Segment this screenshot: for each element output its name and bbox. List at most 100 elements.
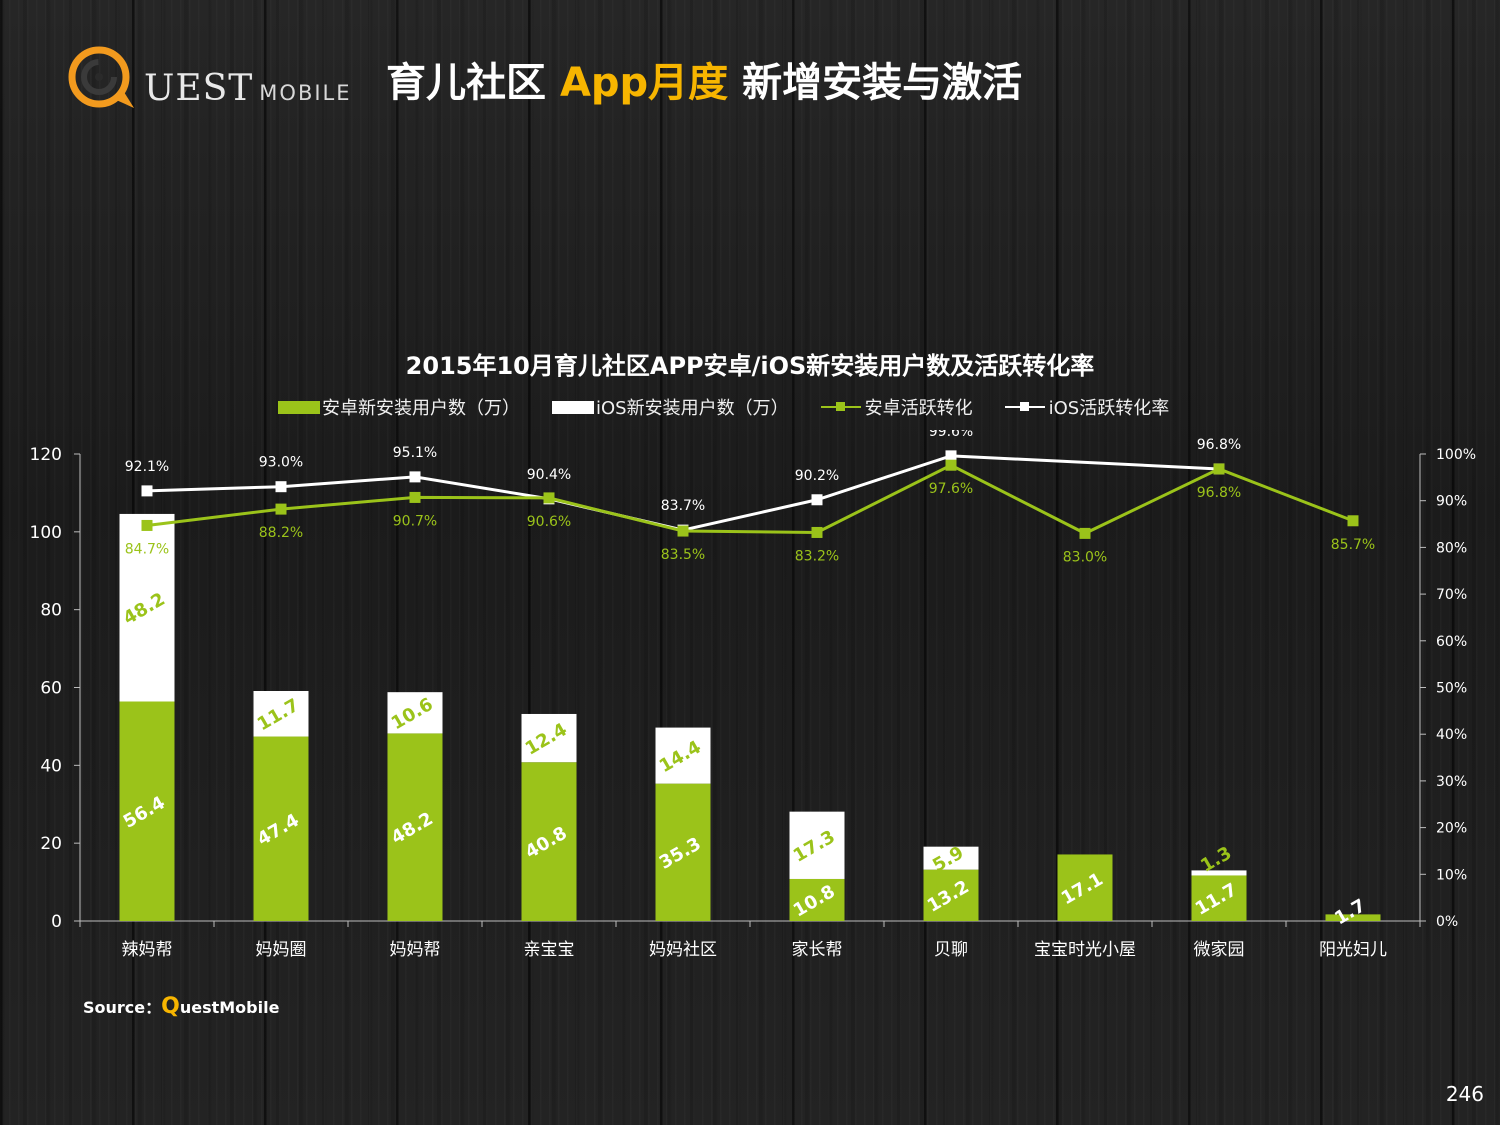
x-category-label: 阳光妇儿 [1319, 940, 1387, 960]
marker-android-rate [945, 459, 957, 471]
marker-android-rate [811, 526, 823, 538]
legend-item-android-installs: 安卓新安装用户数（万） [278, 394, 520, 420]
marker-ios-rate [275, 481, 287, 493]
marker-android-rate [1347, 515, 1359, 527]
x-category-label: 亲宝宝 [524, 940, 575, 960]
label-android-rate: 83.5% [661, 547, 705, 563]
y-right-tick-label: 40% [1436, 727, 1467, 743]
bar-ios [253, 691, 309, 737]
y-left-tick-label: 100 [30, 523, 62, 543]
marker-ios-rate [409, 471, 421, 483]
logo-q-icon [68, 46, 134, 108]
label-android-rate: 90.7% [393, 513, 437, 529]
chart-legend: 安卓新安装用户数（万） iOS新安装用户数（万） 安卓活跃转化 iOS活跃转化率 [278, 394, 1201, 420]
x-category-label: 妈妈帮 [390, 940, 441, 960]
bar-android [521, 762, 577, 921]
label-android-rate: 96.8% [1197, 485, 1241, 501]
legend-item-ios-installs: iOS新安装用户数（万） [552, 394, 789, 420]
line-android-rate [146, 463, 1354, 536]
x-category-label: 妈妈社区 [649, 940, 717, 960]
x-category-label: 微家园 [1194, 940, 1245, 960]
y-left-tick-label: 0 [51, 912, 62, 932]
bar-android [1057, 854, 1113, 921]
legend-label-android-installs: 安卓新安装用户数（万） [322, 398, 520, 419]
label-ios-rate: 83.7% [661, 498, 705, 514]
bar-android [923, 869, 979, 921]
page-title: 育儿社区 App月度 新增安装与激活 [386, 50, 1022, 108]
y-right-tick-label: 60% [1436, 634, 1467, 650]
y-left-tick-label: 60 [40, 679, 62, 699]
y-right-tick-label: 100% [1436, 447, 1476, 463]
y-left-tick-label: 40 [40, 756, 62, 776]
label-ios-rate: 99.6% [929, 430, 973, 440]
source-name: uestMobile [179, 998, 280, 1017]
y-left-tick-label: 120 [30, 445, 62, 465]
source-q: Q [161, 994, 180, 1019]
bar-android [387, 733, 443, 921]
marker-android-rate [409, 491, 421, 503]
install-activation-chart: 0 20 40 60 80 100 120 0% 10% 20% 30% 40% 50% 60% 70% 80… [30, 430, 1476, 960]
page-title-part3: 新增安装与激活 [742, 60, 1023, 106]
legend-swatch-ios-bar [552, 400, 594, 414]
y-right-tick-label: 90% [1436, 494, 1467, 510]
label-ios-rate: 96.8% [1197, 437, 1241, 453]
logo-subtext: MOBILE [259, 81, 352, 105]
legend-swatch-android-line [820, 400, 861, 414]
marker-ios-rate [945, 450, 957, 462]
marker-ios-rate [141, 485, 153, 497]
x-category-label: 辣妈帮 [122, 940, 173, 960]
label-android-rate: 88.2% [259, 525, 303, 541]
legend-label-ios-installs: iOS新安装用户数（万） [596, 398, 789, 419]
bar-ios [119, 513, 175, 702]
y-right-tick-label: 50% [1436, 681, 1467, 697]
label-android-rate: 90.6% [527, 514, 571, 530]
bar-android [655, 783, 711, 921]
marker-ios-rate [811, 494, 823, 506]
label-android-rate: 84.7% [125, 541, 169, 557]
page-title-highlight: App月度 [559, 60, 729, 106]
x-category-label: 宝宝时光小屋 [1034, 940, 1136, 960]
marker-android-rate [141, 519, 153, 531]
y-right-tick-label: 70% [1436, 587, 1467, 603]
marker-android-rate [543, 492, 555, 504]
y-right-tick-label: 0% [1436, 914, 1458, 930]
legend-label-ios-rate: iOS活跃转化率 [1048, 398, 1170, 419]
y-left-tick-label: 20 [40, 834, 62, 854]
bar-android [1191, 875, 1247, 921]
page-number: 246 [1445, 1082, 1484, 1106]
label-ios-rate: 93.0% [259, 455, 303, 471]
marker-android-rate [1213, 463, 1225, 475]
label-ios-rate: 90.2% [795, 468, 839, 484]
bar-ios [923, 846, 979, 870]
legend-item-android-rate: 安卓活跃转化 [820, 394, 973, 420]
bar-ios [655, 727, 711, 784]
x-category-label: 妈妈圈 [256, 940, 307, 960]
y-right-tick-label: 20% [1436, 821, 1467, 837]
label-android-rate: 85.7% [1331, 537, 1375, 553]
y-right-tick-label: 10% [1436, 867, 1467, 883]
logo-text: UEST [144, 68, 254, 109]
questmobile-logo: UEST MOBILE [66, 44, 350, 114]
bar-android [119, 701, 175, 921]
label-ios-rate: 95.1% [393, 445, 437, 461]
bar-ios [521, 713, 577, 763]
bar-ios [789, 811, 845, 879]
label-android-rate: 83.2% [795, 548, 839, 564]
bar-android [253, 736, 309, 921]
label-ios-rate: 90.4% [527, 467, 571, 483]
source-prefix: Source： [83, 998, 162, 1017]
legend-swatch-android-bar [278, 400, 320, 414]
logo-wordmark: UEST MOBILE [144, 68, 352, 109]
bar-android [789, 878, 845, 921]
source-note: Source：QuestMobile [83, 994, 279, 1019]
x-category-label: 贝聊 [934, 940, 968, 960]
marker-android-rate [275, 503, 287, 515]
label-android-rate: 83.0% [1063, 549, 1107, 565]
y-left-tick-label: 80 [40, 601, 62, 621]
page-title-part1: 育儿社区 [386, 60, 546, 106]
y-right-tick-label: 80% [1436, 540, 1467, 556]
bar-android [1325, 914, 1381, 921]
legend-swatch-ios-line [1004, 400, 1045, 414]
label-ios-rate: 92.1% [125, 459, 169, 475]
marker-android-rate [677, 525, 689, 537]
